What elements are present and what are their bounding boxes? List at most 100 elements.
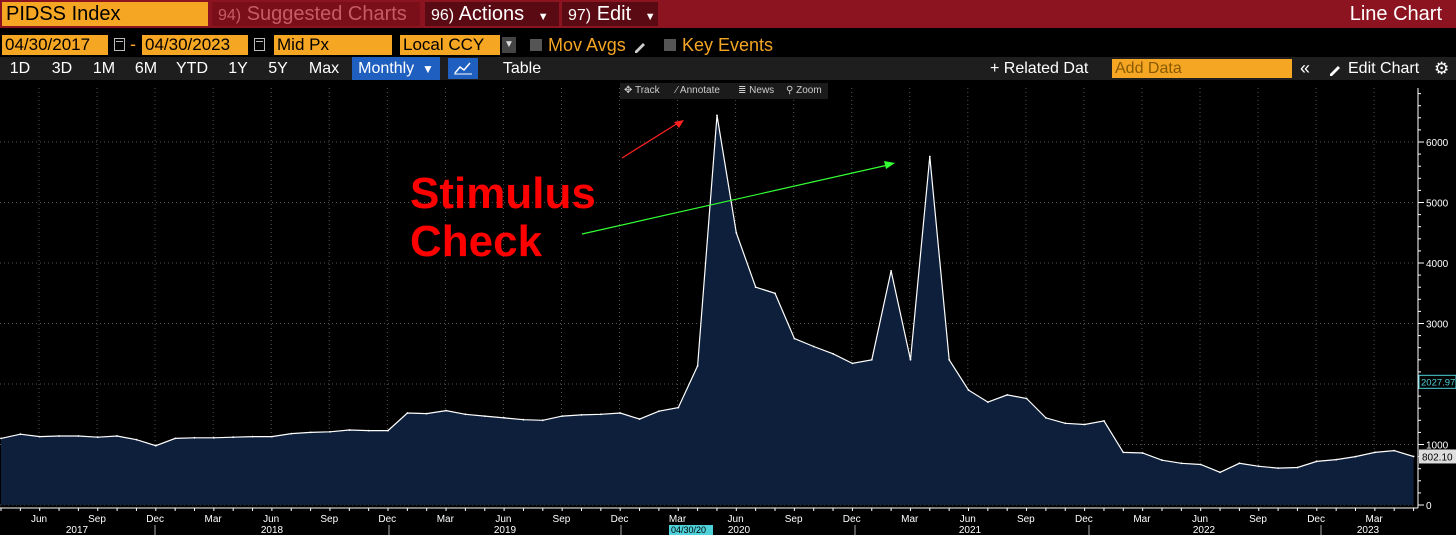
data-point — [522, 418, 525, 421]
start-date-input[interactable]: 04/30/2017 — [2, 35, 108, 55]
timeframe-max[interactable]: Max — [308, 60, 340, 77]
zoom-button[interactable]: ⚲ Zoom — [786, 85, 822, 96]
x-month-label: Mar — [901, 514, 919, 525]
data-point — [735, 231, 738, 234]
calendar-icon[interactable] — [254, 38, 265, 51]
track-button[interactable]: ✥ Track — [624, 85, 660, 96]
chart-toolbar: ✥ Track ⁄ Annotate ≣ News ⚲ Zoom — [620, 83, 828, 99]
edit-num: 97) — [568, 7, 592, 24]
data-point — [96, 436, 99, 439]
data-point — [832, 352, 834, 355]
x-month-label: Sep — [88, 514, 106, 525]
timeframe-3d[interactable]: 3D — [51, 60, 73, 77]
timeframe-5y[interactable]: 5Y — [268, 60, 288, 77]
pencil-icon[interactable] — [632, 38, 648, 54]
data-point — [580, 414, 583, 416]
x-year-label: 2018 — [261, 525, 284, 535]
x-month-label: Mar — [437, 514, 455, 525]
data-point — [425, 412, 428, 415]
date-separator: - — [130, 34, 136, 54]
x-month-label: Jun — [1192, 514, 1208, 525]
timeframe-ytd[interactable]: YTD — [176, 60, 208, 77]
y-tick-label: 1000 — [1426, 441, 1449, 452]
data-point — [619, 412, 622, 414]
data-point — [1354, 455, 1357, 458]
calendar-icon[interactable] — [114, 38, 125, 51]
last-value-tag — [1419, 449, 1456, 464]
end-date-input[interactable]: 04/30/2023 — [142, 35, 248, 55]
data-point — [754, 286, 757, 289]
key-events-checkbox[interactable] — [664, 39, 676, 51]
mov-avgs-checkbox[interactable] — [530, 39, 542, 51]
data-point — [1219, 471, 1221, 474]
annotate-button[interactable]: ⁄ Annotate — [676, 85, 720, 96]
x-month-label: Mar — [205, 514, 223, 525]
data-point — [1180, 462, 1183, 465]
add-data-input[interactable]: Add Data — [1112, 59, 1292, 78]
cursor-date-label: 04/30/20 — [671, 525, 706, 535]
red-arrowhead — [674, 120, 684, 128]
y-tick-label: 0 — [1426, 501, 1432, 512]
edit-chart-button[interactable]: Edit Chart — [1348, 60, 1420, 77]
data-point — [658, 410, 660, 413]
chevron-down-icon[interactable]: ▼ — [502, 37, 516, 53]
data-point — [1122, 451, 1125, 454]
data-point — [561, 415, 564, 417]
data-point — [1257, 465, 1260, 468]
data-point — [1083, 423, 1086, 426]
field-select[interactable]: Mid Px — [274, 35, 392, 55]
y-tick-label: 4000 — [1426, 259, 1449, 270]
annotation-line-2: Check — [410, 217, 543, 266]
green-arrow — [581, 164, 889, 235]
news-button[interactable]: ≣ News — [738, 85, 775, 96]
currency-select[interactable]: Local CCY — [400, 35, 500, 55]
actions-num: 96) — [431, 7, 455, 24]
line-chart-icon — [454, 62, 472, 75]
timeframe-1y[interactable]: 1Y — [228, 60, 248, 77]
key-events-label: Key Events — [682, 35, 774, 55]
x-year-label: 2019 — [494, 525, 517, 535]
data-point — [851, 362, 854, 365]
x-month-label: Dec — [1307, 514, 1325, 525]
timeframe-6m[interactable]: 6M — [134, 60, 158, 77]
data-point — [464, 413, 467, 416]
data-point — [1025, 397, 1028, 400]
x-month-label: Sep — [785, 514, 803, 525]
data-point — [696, 365, 699, 367]
controls-bar: 04/30/2017 - 04/30/2023 Mid Px Local CCY… — [0, 34, 1456, 56]
data-point — [19, 433, 22, 436]
mov-avgs-label: Mov Avgs — [548, 35, 626, 55]
data-point — [638, 418, 641, 420]
data-point — [1335, 458, 1338, 461]
timeframe-1d[interactable]: 1D — [9, 60, 31, 77]
x-month-label: Jun — [728, 514, 744, 525]
collapse-icon[interactable]: « — [1300, 58, 1311, 78]
data-point — [503, 417, 505, 419]
cursor-date-tag — [669, 525, 713, 535]
edit-menu[interactable]: 97) Edit ▼ — [562, 2, 658, 26]
suggested-charts-menu[interactable]: 94) Suggested Charts — [212, 2, 420, 26]
data-point — [329, 430, 331, 433]
x-year-label: 2021 — [959, 525, 982, 535]
y-tick-label: 6000 — [1426, 138, 1449, 149]
period-label: Monthly — [358, 60, 415, 77]
x-month-label: Mar — [1366, 514, 1384, 525]
green-arrowhead — [884, 161, 895, 169]
ticker-field[interactable]: PIDSS Index — [2, 2, 208, 26]
related-data-button[interactable]: + Related Dat — [990, 60, 1089, 77]
data-point — [1277, 467, 1279, 469]
data-point — [348, 429, 351, 431]
actions-menu[interactable]: 96) Actions ▼ — [425, 2, 559, 26]
data-point — [1161, 459, 1163, 462]
series-area — [1, 115, 1414, 506]
period-select[interactable]: Monthly ▼ — [352, 57, 440, 80]
timeframe-1m[interactable]: 1M — [92, 60, 116, 77]
gear-icon[interactable]: ⚙ — [1434, 59, 1450, 78]
timeframe-bar: 1D 3D 1M 6M YTD 1Y 5Y Max Monthly ▼ Tabl… — [0, 57, 1456, 80]
data-point — [483, 415, 486, 417]
data-point — [58, 435, 60, 437]
line-chart-toggle[interactable] — [448, 58, 478, 79]
data-point — [193, 436, 196, 439]
line-chart[interactable]: 01000200030004000500060002027.9785802.10… — [0, 80, 1456, 535]
table-tab[interactable]: Table — [502, 60, 542, 77]
